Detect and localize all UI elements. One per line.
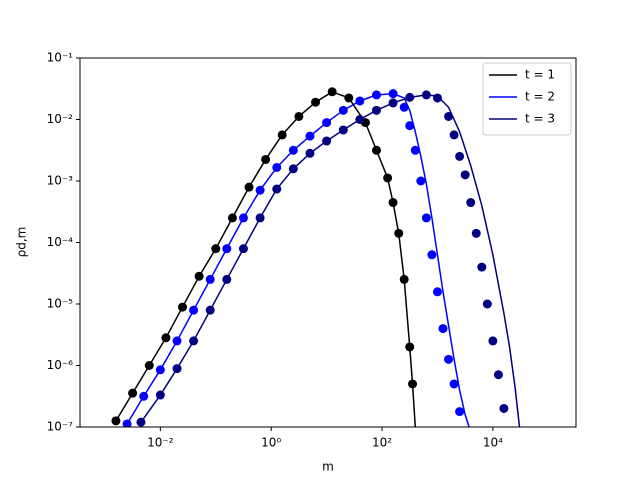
data-point bbox=[416, 176, 426, 186]
data-point bbox=[405, 121, 415, 131]
y-tick-label: 10⁻² bbox=[47, 112, 74, 126]
data-point bbox=[466, 198, 476, 208]
data-point bbox=[471, 228, 481, 238]
y-tick-label: 10⁻⁵ bbox=[47, 297, 74, 311]
data-point bbox=[482, 299, 492, 309]
legend-label: t = 1 bbox=[525, 68, 555, 82]
data-point bbox=[421, 213, 431, 223]
y-tick-label: 10⁻³ bbox=[47, 174, 74, 188]
data-point bbox=[455, 151, 465, 161]
data-point bbox=[449, 379, 459, 389]
plot-area bbox=[111, 87, 521, 427]
data-point bbox=[493, 370, 503, 380]
x-axis-label: m bbox=[322, 460, 334, 474]
y-tick-label: 10⁻⁷ bbox=[47, 420, 74, 434]
x-tick-label: 10⁰ bbox=[261, 436, 281, 450]
data-point bbox=[444, 111, 454, 121]
data-point bbox=[449, 130, 459, 140]
legend: t = 1 t = 2 t = 3 bbox=[482, 62, 572, 136]
y-tick-label: 10⁻¹ bbox=[47, 51, 74, 65]
x-tick-label: 10² bbox=[372, 436, 392, 450]
legend-label: t = 3 bbox=[525, 112, 555, 126]
data-point bbox=[460, 170, 470, 180]
data-point bbox=[399, 102, 409, 112]
y-tick-label: 10⁻⁴ bbox=[47, 235, 74, 249]
data-point bbox=[432, 287, 442, 297]
data-point bbox=[410, 145, 420, 155]
y-axis-label: ρd,m bbox=[15, 227, 29, 258]
fit-line bbox=[126, 92, 470, 427]
x-tick-label: 10⁻² bbox=[147, 436, 174, 450]
data-point bbox=[432, 93, 442, 103]
y-tick-label: 10⁻⁶ bbox=[47, 358, 74, 372]
data-point bbox=[488, 336, 498, 346]
data-point bbox=[427, 250, 437, 260]
data-point bbox=[477, 262, 487, 272]
legend-box bbox=[482, 62, 572, 136]
x-tick-label: 10⁴ bbox=[483, 436, 503, 450]
data-point bbox=[499, 403, 509, 413]
legend-label: t = 2 bbox=[525, 90, 555, 104]
data-point bbox=[444, 354, 454, 364]
data-point bbox=[438, 324, 448, 334]
fit-line bbox=[115, 90, 417, 427]
data-point bbox=[455, 407, 465, 417]
fit-line bbox=[140, 94, 521, 427]
